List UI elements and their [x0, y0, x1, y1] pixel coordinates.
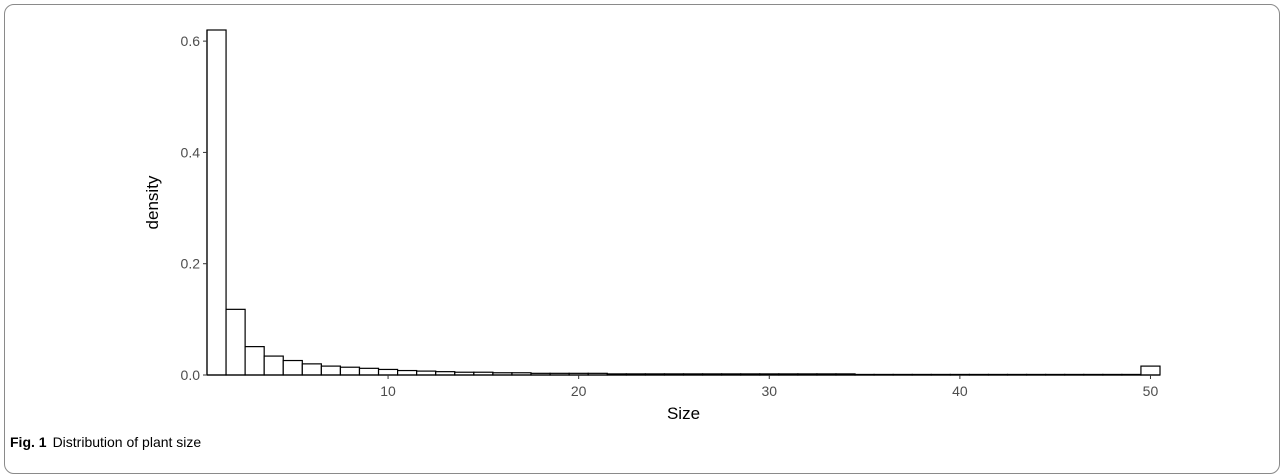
histogram-bar — [397, 369, 418, 376]
y-axis-title: density — [143, 175, 162, 229]
histogram-bar — [206, 29, 227, 376]
histogram-bar — [1140, 365, 1161, 376]
histogram-bar — [339, 366, 361, 376]
histogram-bar — [358, 367, 380, 376]
x-tick-label: 30 — [761, 383, 777, 399]
histogram-chart: 0.0 0.2 0.4 0.6 10 20 30 40 50 Size density — [143, 29, 1161, 423]
x-tick-label: 40 — [952, 383, 968, 399]
y-tick-label: 0.2 — [181, 256, 201, 272]
histogram-bar — [320, 365, 342, 376]
histogram-bar — [282, 359, 303, 376]
y-tick-label: 0.4 — [181, 144, 201, 160]
x-tick-label: 50 — [1143, 383, 1159, 399]
y-tick-label: 0.0 — [181, 367, 201, 383]
histogram-bars — [206, 29, 1161, 376]
x-tick-label: 10 — [380, 383, 396, 399]
histogram-bar — [301, 363, 322, 376]
x-axis-ticks: 10 20 30 40 50 — [380, 375, 1158, 399]
figure-caption: Fig. 1 Distribution of plant size — [10, 434, 201, 450]
histogram-bar — [244, 346, 265, 376]
histogram-bar — [225, 308, 246, 376]
figure-caption-label: Fig. 1 — [10, 434, 47, 450]
histogram-bar — [263, 355, 284, 376]
y-axis-ticks: 0.0 0.2 0.4 0.6 — [181, 33, 207, 383]
x-axis-title: Size — [667, 404, 700, 423]
x-tick-label: 20 — [571, 383, 587, 399]
figure-caption-text: Distribution of plant size — [52, 434, 202, 450]
histogram-bar — [377, 368, 399, 376]
y-tick-label: 0.6 — [181, 33, 201, 49]
